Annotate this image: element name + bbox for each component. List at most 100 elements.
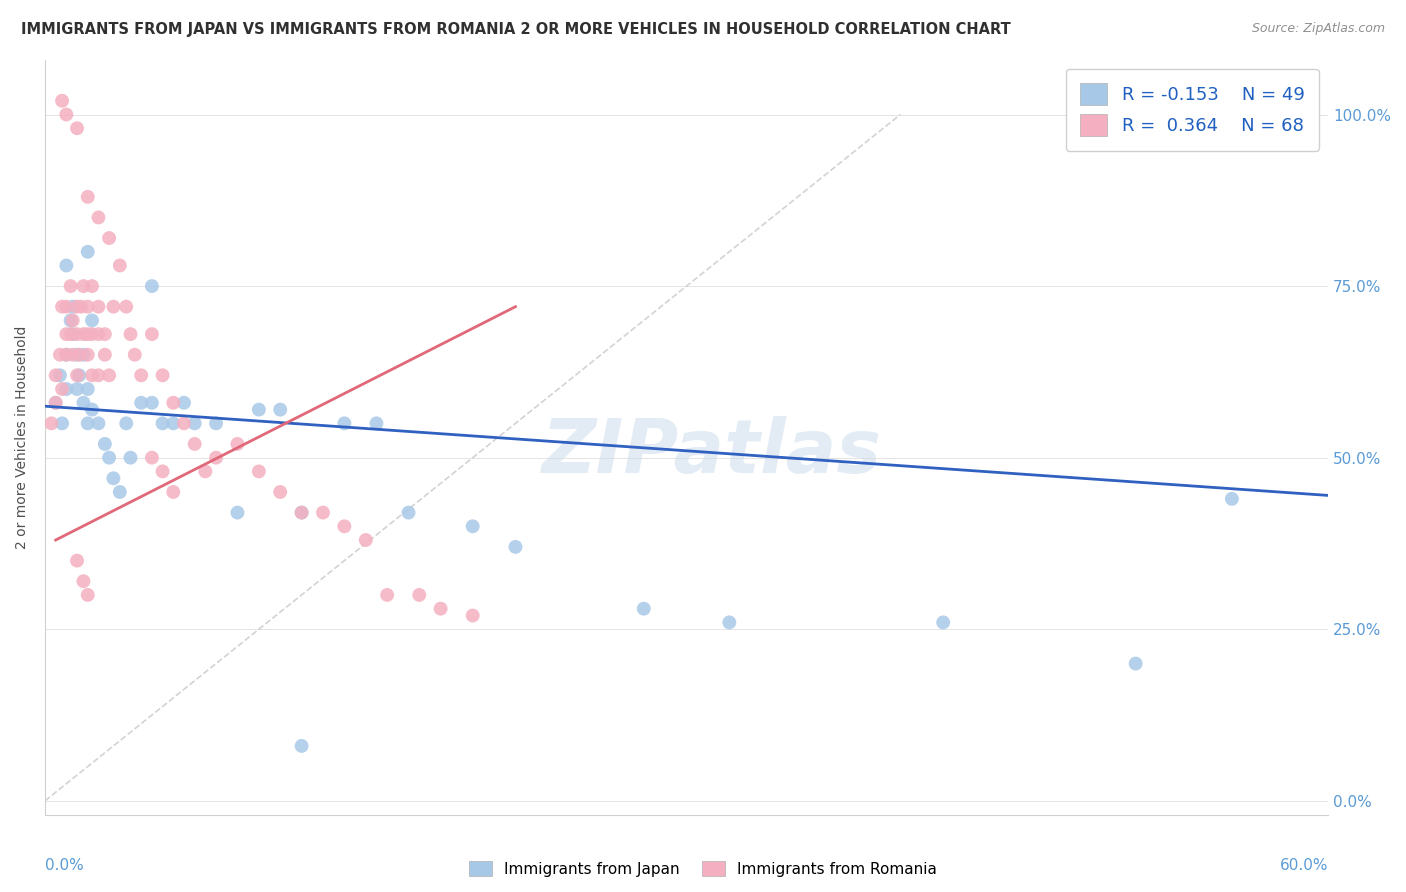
Point [87,327,110,342]
Point [173,396,195,410]
Point [312,506,335,520]
Point [76,348,98,362]
Point [354,533,377,547]
Point [162,417,184,431]
Point [66,300,89,314]
Point [205,417,228,431]
Point [66,348,89,362]
Point [129,368,152,383]
Text: ZIPatlas: ZIPatlas [543,416,882,489]
Text: IMMIGRANTS FROM JAPAN VS IMMIGRANTS FROM ROMANIA 2 OR MORE VEHICLES IN HOUSEHOLD: IMMIGRANTS FROM JAPAN VS IMMIGRANTS FROM… [21,22,1011,37]
Point [115,417,138,431]
Point [76,244,98,259]
Point [333,519,356,533]
Point [103,471,125,485]
Point [66,382,89,396]
Point [76,327,98,342]
Point [55,107,77,121]
Point [55,300,77,314]
Point [59,313,82,327]
Point [226,506,249,520]
Point [76,190,98,204]
Point [162,485,184,500]
Point [45,396,67,410]
Point [51,300,73,314]
Legend: Immigrants from Japan, Immigrants from Romania: Immigrants from Japan, Immigrants from R… [461,853,945,884]
Point [269,485,291,500]
Text: 60.0%: 60.0% [1279,858,1329,872]
Point [633,601,655,615]
Point [429,601,451,615]
Point [87,417,110,431]
Point [94,348,117,362]
Point [108,485,131,500]
Point [76,417,98,431]
Point [932,615,955,630]
Point [205,450,228,465]
Point [59,279,82,293]
Point [49,348,72,362]
Point [87,300,110,314]
Point [66,121,89,136]
Point [152,368,174,383]
Point [247,402,270,417]
Point [108,259,131,273]
Point [62,348,84,362]
Point [1125,657,1147,671]
Point [408,588,430,602]
Point [398,506,420,520]
Point [226,437,249,451]
Point [375,588,398,602]
Point [72,327,94,342]
Point [72,574,94,589]
Point [152,417,174,431]
Point [94,437,117,451]
Point [87,368,110,383]
Point [291,739,314,753]
Point [461,608,484,623]
Point [333,417,356,431]
Point [98,368,121,383]
Point [141,327,163,342]
Point [76,382,98,396]
Point [55,348,77,362]
Point [66,553,89,567]
Point [45,396,67,410]
Point [67,368,90,383]
Point [183,417,205,431]
Point [62,300,84,314]
Y-axis label: 2 or more Vehicles in Household: 2 or more Vehicles in Household [15,326,30,549]
Point [173,417,195,431]
Point [59,327,82,342]
Point [141,396,163,410]
Point [80,402,103,417]
Point [98,450,121,465]
Point [70,300,93,314]
Legend: R = -0.153    N = 49, R =  0.364    N = 68: R = -0.153 N = 49, R = 0.364 N = 68 [1066,69,1319,151]
Point [87,211,110,225]
Point [162,396,184,410]
Point [461,519,484,533]
Point [505,540,527,554]
Point [76,300,98,314]
Point [291,506,314,520]
Point [51,417,73,431]
Point [247,464,270,478]
Point [62,327,84,342]
Point [72,396,94,410]
Text: 0.0%: 0.0% [45,858,84,872]
Point [76,588,98,602]
Point [120,327,142,342]
Point [120,450,142,465]
Point [124,348,146,362]
Point [183,437,205,451]
Point [55,382,77,396]
Point [291,506,314,520]
Point [51,94,73,108]
Point [41,417,63,431]
Point [269,402,291,417]
Point [80,313,103,327]
Point [129,396,152,410]
Point [45,368,67,383]
Point [1220,491,1243,506]
